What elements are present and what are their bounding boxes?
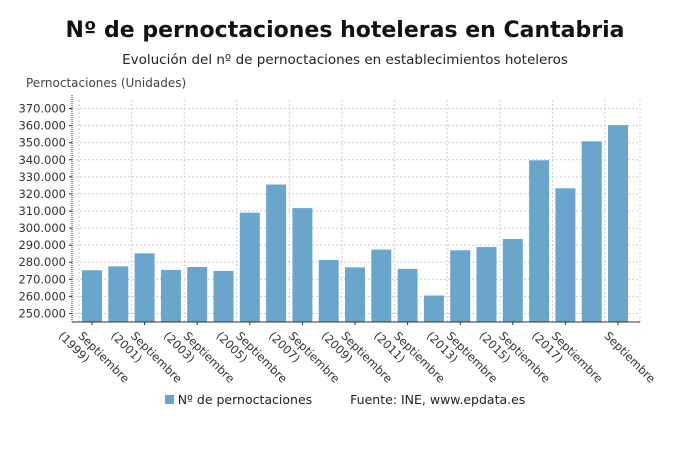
- bar: [608, 125, 628, 322]
- y-axis-label: Pernoctaciones (Unidades): [26, 76, 187, 90]
- bar: [345, 267, 365, 322]
- y-tick-label: 320.000: [18, 187, 66, 201]
- bar: [397, 268, 418, 322]
- y-tick-label: 330.000: [18, 170, 66, 184]
- bar: [502, 239, 523, 322]
- y-tick-label: 370.000: [18, 102, 66, 116]
- bar: [450, 250, 471, 322]
- bar: [555, 188, 576, 322]
- bar: [292, 208, 313, 322]
- bar: [529, 160, 550, 322]
- y-tick-label: 340.000: [18, 153, 66, 167]
- x-tick-label: Septiembre: [601, 329, 658, 386]
- bar: [318, 260, 339, 322]
- bar: [239, 212, 260, 322]
- chart-title: Nº de pernoctaciones hoteleras en Cantab…: [65, 18, 625, 43]
- y-tick-label: 290.000: [18, 238, 66, 252]
- bar: [187, 267, 208, 322]
- bar: [581, 141, 602, 322]
- source-text: Fuente: INE, www.epdata.es: [350, 392, 526, 407]
- y-tick-label: 350.000: [18, 136, 66, 150]
- bar: [371, 249, 392, 322]
- legend: Nº de pernoctaciones Fuente: INE, www.ep…: [0, 392, 690, 407]
- x-tick-label: Septiembre(2017): [529, 319, 606, 396]
- y-tick-label: 280.000: [18, 255, 66, 269]
- bar: [213, 270, 234, 322]
- bar: [108, 266, 129, 322]
- bar: [160, 269, 181, 322]
- y-tick-label: 300.000: [18, 221, 66, 235]
- legend-swatch: [164, 395, 174, 404]
- y-tick-label: 260.000: [18, 289, 66, 303]
- y-tick-label: 250.000: [18, 306, 66, 320]
- y-tick-label: 310.000: [18, 204, 66, 218]
- legend-label: Nº de pernoctaciones: [177, 392, 313, 407]
- y-tick-label: 270.000: [18, 272, 66, 286]
- y-tick-label: 360.000: [18, 119, 66, 133]
- bar: [82, 270, 102, 322]
- bar: [476, 247, 497, 322]
- bar: [423, 295, 444, 322]
- chart-subtitle: Evolución del nº de pernoctaciones en es…: [122, 52, 568, 68]
- bar: [134, 253, 155, 322]
- bar: [266, 184, 287, 322]
